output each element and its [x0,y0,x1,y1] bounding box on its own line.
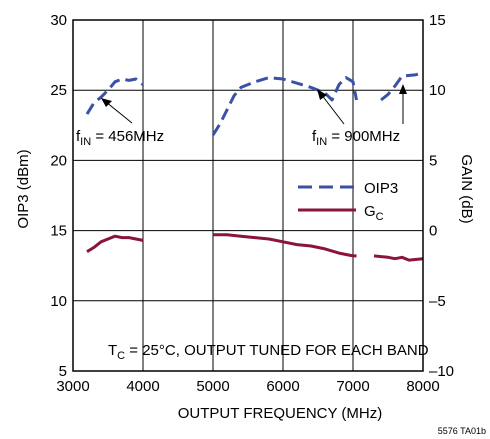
legend-oip3-label: OIP3 [364,180,398,197]
oip3-series-segment-2 [211,76,358,136]
arrow-fin-900a-head [317,89,327,100]
gc-series-segment-1 [86,234,144,253]
arrow-fin-900b-head [399,84,407,94]
y-right-tick-label: 10 [429,82,446,99]
x-tick-label: 7000 [336,378,369,395]
legend-gc-label: GC [364,203,384,223]
x-tick-label: 4000 [126,378,159,395]
y-left-tick-labels: 5 10 15 20 25 30 [50,12,67,380]
x-tick-labels: 3000 4000 5000 6000 7000 8000 [56,378,439,395]
gc-series-segment-3 [373,254,424,262]
y-left-tick-label: 20 [50,152,67,169]
plot-frame [72,19,424,372]
y-left-tick-label: 5 [59,363,67,380]
y-right-tick-labels: –10 –5 0 5 10 15 [429,12,454,380]
y-right-tick-label: –5 [429,293,446,310]
annotation-fin-456: fIN = 456MHz [76,128,164,148]
annotation-fin-900: fIN = 900MHz [312,128,400,148]
x-tick-label: 5000 [196,378,229,395]
gc-series-segment-2 [213,233,357,258]
oip3-series-segment-1 [85,77,144,115]
oip3-series-segment-3 [380,70,424,102]
series-layer [85,70,424,262]
arrow-fin-456-head [101,98,112,107]
y-right-tick-label: 0 [429,223,437,240]
y-left-tick-label: 25 [50,82,67,99]
y-right-tick-label: –10 [429,363,454,380]
figure-id: 5576 TA01b [438,426,486,436]
y-right-axis-title: GAIN (dB) [458,154,475,223]
annotation-test-conditions: TC = 25°C, OUTPUT TUNED FOR EACH BAND [108,342,429,362]
arrow-fin-900a-line [320,93,345,125]
y-left-tick-label: 10 [50,293,67,310]
x-tick-label: 6000 [266,378,299,395]
x-tick-label: 8000 [406,378,439,395]
y-right-tick-label: 15 [429,12,446,29]
arrow-fin-456-line [105,101,133,124]
y-left-tick-label: 15 [50,223,67,240]
x-tick-label: 3000 [56,378,89,395]
y-left-tick-label: 30 [50,12,67,29]
y-right-tick-label: 5 [429,152,437,169]
y-left-axis-title: OIP3 (dBm) [15,149,32,228]
x-axis-title: OUTPUT FREQUENCY (MHz) [178,405,382,422]
